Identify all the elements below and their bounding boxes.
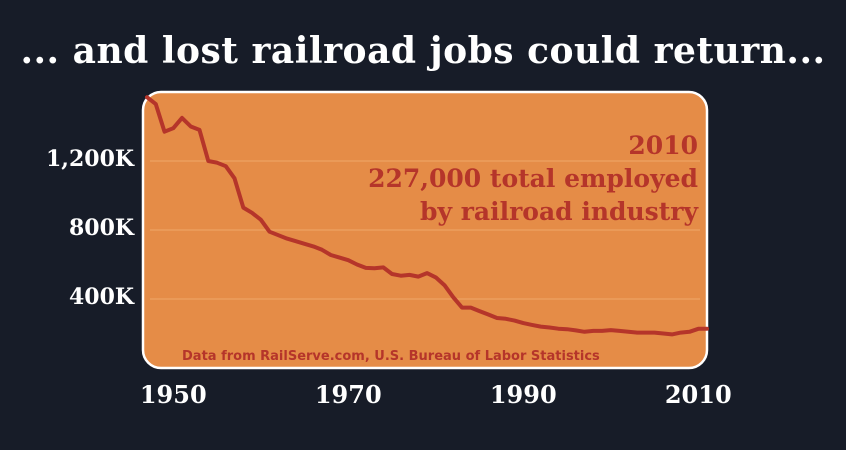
x-tick-label: 2010 <box>664 380 732 409</box>
series-line-employment <box>145 95 709 337</box>
source-note: Data from RailServe.com, U.S. Bureau of … <box>182 349 600 364</box>
annotation-year: 2010 <box>628 131 698 160</box>
x-tick-label: 1950 <box>139 380 207 409</box>
y-tick-label: 1,200K <box>45 146 134 172</box>
y-tick-label: 400K <box>68 284 134 310</box>
x-tick-label: 1990 <box>489 380 557 409</box>
annotation-total-employed: 227,000 total employed <box>368 164 698 193</box>
x-tick-label: 1970 <box>314 380 382 409</box>
chart-title: ... and lost railroad jobs could return.… <box>20 30 826 72</box>
gridlines <box>150 160 700 300</box>
y-tick-label: 800K <box>68 215 134 241</box>
annotation-industry: by railroad industry <box>420 197 698 226</box>
